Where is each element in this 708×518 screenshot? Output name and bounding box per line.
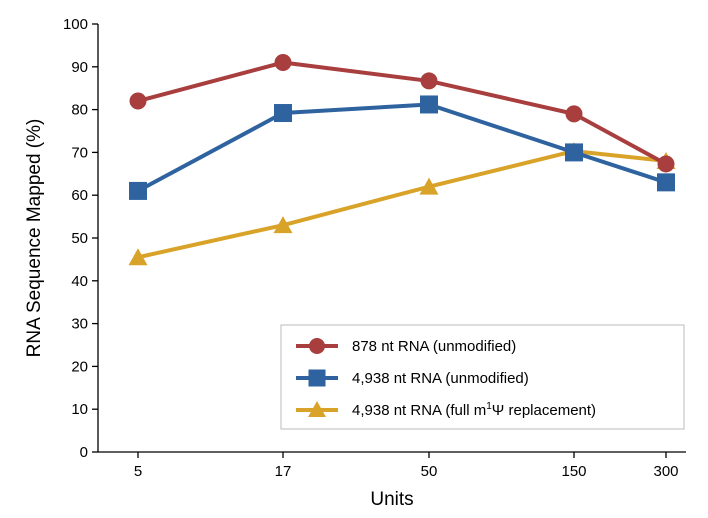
x-tick-label: 150 xyxy=(561,463,586,480)
legend-box xyxy=(280,324,685,430)
legend-marker-circle xyxy=(309,338,325,354)
legend-label-3-superscript: 1 xyxy=(486,401,492,412)
data-point-square xyxy=(420,95,438,114)
y-tick-label: 90 xyxy=(71,59,88,76)
data-point-square xyxy=(129,181,147,200)
axes: 0 10 20 30 40 50 60 70 80 90 100 5 17 50 150 300 xyxy=(63,16,686,480)
y-tick-label: 10 xyxy=(71,401,88,418)
legend-label-3-prefix: 4,938 nt RNA (full m xyxy=(352,402,486,419)
x-axis-title: Units xyxy=(370,489,413,510)
x-tick-label: 300 xyxy=(653,463,678,480)
legend-label-3-suffix: Ψ replacement) xyxy=(492,402,596,419)
x-tick-label: 50 xyxy=(421,463,438,480)
data-point-circle xyxy=(657,155,675,173)
data-point-circle xyxy=(129,92,147,110)
data-point-circle xyxy=(274,54,292,72)
data-point-square xyxy=(657,173,675,192)
legend: 878 nt RNA (unmodified) 4,938 nt RNA (un… xyxy=(280,324,685,430)
legend-label-1: 878 nt RNA (unmodified) xyxy=(352,338,516,355)
y-tick-label: 40 xyxy=(71,273,88,290)
legend-label-2: 4,938 nt RNA (unmodified) xyxy=(352,370,529,387)
y-tick-label: 50 xyxy=(71,230,88,247)
series-2 xyxy=(129,95,675,200)
y-tick-label: 0 xyxy=(80,444,88,461)
legend-item-1: 878 nt RNA (unmodified) xyxy=(296,338,516,355)
y-axis-title: RNA Sequence Mapped (%) xyxy=(24,119,45,358)
y-tick-label: 100 xyxy=(63,16,88,33)
data-point-circle xyxy=(420,72,438,90)
x-tick-label: 5 xyxy=(134,463,142,480)
series-1 xyxy=(129,54,675,173)
legend-label-3: 4,938 nt RNA (full m1Ψ replacement) xyxy=(352,401,596,419)
series-layer xyxy=(128,54,676,266)
data-point-square xyxy=(274,104,292,123)
data-point-triangle xyxy=(419,177,439,195)
data-point-triangle xyxy=(128,248,148,266)
data-point-triangle xyxy=(273,216,293,234)
legend-marker-square xyxy=(308,369,326,387)
y-tick-label: 70 xyxy=(71,144,88,161)
legend-marker-triangle xyxy=(308,401,326,417)
y-tick-label: 80 xyxy=(71,102,88,119)
data-point-square xyxy=(565,143,583,162)
legend-item-2: 4,938 nt RNA (unmodified) xyxy=(296,369,529,387)
y-tick-label: 20 xyxy=(71,358,88,375)
legend-item-3: 4,938 nt RNA (full m1Ψ replacement) xyxy=(296,401,596,419)
y-tick-label: 60 xyxy=(71,187,88,204)
y-tick-label: 30 xyxy=(71,316,88,333)
data-point-circle xyxy=(565,105,583,123)
x-tick-label: 17 xyxy=(275,463,292,480)
